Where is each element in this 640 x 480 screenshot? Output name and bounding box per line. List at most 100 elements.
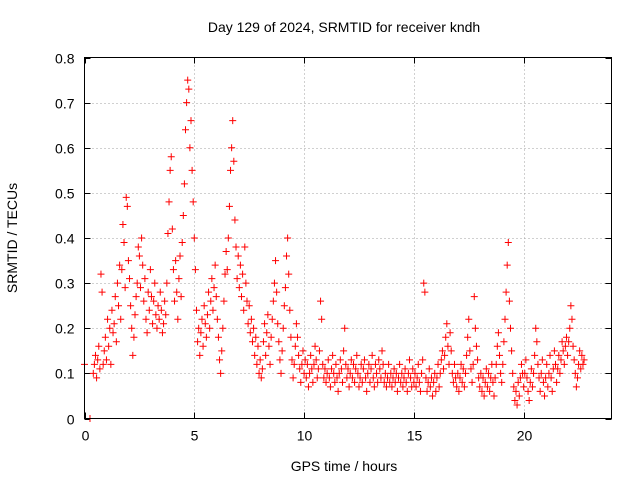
data-point <box>171 297 179 305</box>
data-point <box>124 257 132 265</box>
data-point <box>472 342 480 350</box>
x-tick-label: 5 <box>191 428 199 444</box>
data-point <box>579 360 587 368</box>
data-point <box>405 356 413 364</box>
data-point <box>262 351 270 359</box>
data-point <box>200 302 208 310</box>
data-point <box>511 396 519 404</box>
data-point <box>167 153 175 161</box>
data-point <box>377 374 385 382</box>
data-point <box>303 360 311 368</box>
data-point <box>544 383 552 391</box>
data-point <box>217 369 225 377</box>
data-point <box>554 365 562 373</box>
data-point <box>531 351 539 359</box>
data-point <box>176 252 184 260</box>
data-point <box>346 369 354 377</box>
data-point <box>258 365 266 373</box>
data-point <box>229 117 237 125</box>
data-point <box>98 288 106 296</box>
data-point <box>97 270 105 278</box>
data-point <box>257 374 265 382</box>
data-point <box>496 351 504 359</box>
data-point <box>165 198 173 206</box>
data-point <box>576 347 584 355</box>
data-point <box>530 369 538 377</box>
data-point <box>155 315 163 323</box>
data-point <box>440 365 448 373</box>
data-point <box>375 356 383 364</box>
data-point <box>477 369 485 377</box>
data-point <box>521 369 529 377</box>
data-point <box>500 338 508 346</box>
data-point <box>446 329 454 337</box>
data-point <box>151 279 159 287</box>
x-axis-label: GPS time / hours <box>291 458 398 474</box>
data-point <box>362 374 370 382</box>
data-point <box>245 302 253 310</box>
data-point <box>224 234 232 242</box>
data-point <box>222 248 230 256</box>
data-point <box>312 356 320 364</box>
data-point <box>498 378 506 386</box>
data-point <box>524 387 532 395</box>
data-point <box>133 279 141 287</box>
data-point <box>309 378 317 386</box>
data-point <box>120 239 128 247</box>
data-point <box>497 369 505 377</box>
data-point <box>534 360 542 368</box>
data-point <box>107 360 115 368</box>
data-point <box>186 144 194 152</box>
data-point <box>550 347 558 355</box>
data-point <box>490 392 498 400</box>
data-point <box>328 365 336 373</box>
data-point <box>528 383 536 391</box>
data-point <box>122 193 130 201</box>
data-point <box>578 351 586 359</box>
data-point <box>317 297 325 305</box>
data-point <box>572 383 580 391</box>
data-point <box>207 297 215 305</box>
data-point <box>195 324 203 332</box>
data-point <box>105 342 113 350</box>
data-point <box>341 324 349 332</box>
data-point <box>557 356 565 364</box>
data-point <box>454 369 462 377</box>
data-point <box>188 166 196 174</box>
data-point <box>289 374 297 382</box>
data-point <box>493 342 501 350</box>
data-point <box>89 369 97 377</box>
data-point <box>196 351 204 359</box>
data-point <box>444 342 452 350</box>
data-point <box>115 302 123 310</box>
data-point <box>357 360 365 368</box>
data-point <box>202 333 210 341</box>
data-point <box>136 284 144 292</box>
data-point <box>323 369 331 377</box>
data-point <box>194 338 202 346</box>
data-point <box>144 288 152 296</box>
data-point <box>333 374 341 382</box>
data-point <box>435 383 443 391</box>
data-point <box>486 387 494 395</box>
data-point <box>499 360 507 368</box>
data-point <box>457 360 465 368</box>
data-point <box>426 383 434 391</box>
data-point <box>173 288 181 296</box>
data-point <box>310 360 318 368</box>
data-point <box>141 275 149 283</box>
data-point <box>353 351 361 359</box>
data-point <box>252 333 260 341</box>
data-point <box>250 324 258 332</box>
data-point <box>532 324 540 332</box>
data-point <box>219 324 227 332</box>
y-tick-label: 0.8 <box>55 51 75 67</box>
data-point <box>208 275 216 283</box>
data-point <box>565 338 573 346</box>
data-point <box>537 369 545 377</box>
data-point <box>256 356 264 364</box>
data-point <box>363 387 371 395</box>
data-point <box>182 126 190 134</box>
data-point <box>494 329 502 337</box>
data-point <box>286 306 294 314</box>
